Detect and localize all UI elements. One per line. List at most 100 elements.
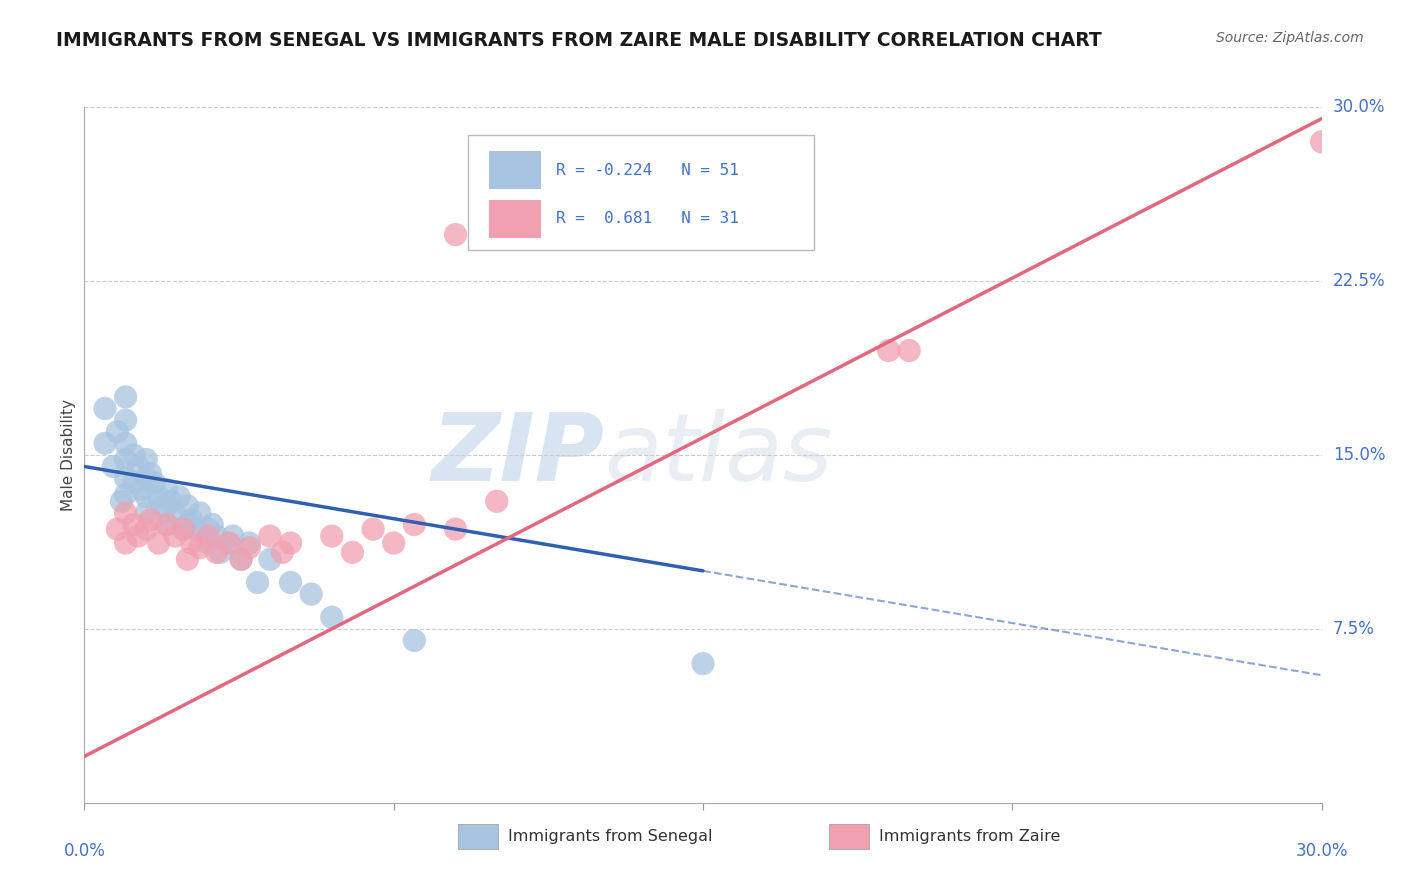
Point bbox=[156, 517, 179, 532]
Text: 22.5%: 22.5% bbox=[1333, 272, 1385, 290]
Point bbox=[197, 529, 219, 543]
Point bbox=[122, 448, 145, 462]
Point bbox=[197, 536, 219, 550]
Point bbox=[165, 529, 187, 543]
Point bbox=[143, 475, 166, 490]
Point bbox=[135, 471, 157, 485]
Point bbox=[1310, 135, 1333, 149]
Point bbox=[238, 536, 260, 550]
Text: ZIP: ZIP bbox=[432, 409, 605, 501]
Point bbox=[271, 545, 294, 559]
Point bbox=[877, 343, 900, 358]
Point bbox=[156, 517, 179, 532]
Point bbox=[114, 436, 136, 450]
Text: Immigrants from Zaire: Immigrants from Zaire bbox=[879, 829, 1060, 844]
Point bbox=[135, 506, 157, 520]
Point bbox=[131, 483, 153, 497]
Point bbox=[167, 490, 190, 504]
Text: 30.0%: 30.0% bbox=[1333, 98, 1385, 116]
Text: R =  0.681   N = 31: R = 0.681 N = 31 bbox=[555, 211, 738, 227]
Point bbox=[114, 487, 136, 501]
Point bbox=[139, 513, 162, 527]
Point bbox=[176, 552, 198, 566]
Point bbox=[165, 506, 187, 520]
Point bbox=[898, 343, 921, 358]
Text: 0.0%: 0.0% bbox=[63, 842, 105, 860]
Point bbox=[152, 499, 174, 513]
Point bbox=[160, 494, 183, 508]
Point bbox=[299, 587, 322, 601]
Point bbox=[259, 552, 281, 566]
Point bbox=[404, 517, 426, 532]
Point bbox=[180, 513, 202, 527]
Point bbox=[246, 575, 269, 590]
Point bbox=[238, 541, 260, 555]
Point bbox=[444, 522, 467, 536]
Point bbox=[135, 522, 157, 536]
Point bbox=[205, 529, 228, 543]
Point bbox=[172, 522, 194, 536]
Point bbox=[105, 425, 128, 439]
Y-axis label: Male Disability: Male Disability bbox=[60, 399, 76, 511]
Point bbox=[176, 517, 198, 532]
Point bbox=[114, 390, 136, 404]
Point bbox=[280, 536, 302, 550]
Text: IMMIGRANTS FROM SENEGAL VS IMMIGRANTS FROM ZAIRE MALE DISABILITY CORRELATION CHA: IMMIGRANTS FROM SENEGAL VS IMMIGRANTS FR… bbox=[56, 31, 1102, 50]
Point bbox=[114, 452, 136, 467]
Point bbox=[218, 536, 240, 550]
Point bbox=[122, 517, 145, 532]
Point bbox=[361, 522, 384, 536]
Text: 7.5%: 7.5% bbox=[1333, 620, 1375, 638]
FancyBboxPatch shape bbox=[458, 823, 498, 848]
Point bbox=[321, 610, 343, 624]
Text: R = -0.224   N = 51: R = -0.224 N = 51 bbox=[555, 162, 738, 178]
Point bbox=[404, 633, 426, 648]
Point bbox=[127, 529, 149, 543]
Point bbox=[148, 536, 170, 550]
Point bbox=[222, 529, 245, 543]
Point bbox=[103, 459, 125, 474]
Point bbox=[205, 545, 228, 559]
Point bbox=[280, 575, 302, 590]
Point bbox=[184, 522, 207, 536]
Point bbox=[197, 522, 219, 536]
Point bbox=[444, 227, 467, 242]
Point bbox=[110, 494, 132, 508]
Point bbox=[135, 490, 157, 504]
Point bbox=[156, 499, 179, 513]
FancyBboxPatch shape bbox=[489, 200, 541, 238]
Point bbox=[201, 517, 224, 532]
Point bbox=[382, 536, 405, 550]
Point bbox=[105, 522, 128, 536]
Point bbox=[94, 401, 117, 416]
Point bbox=[172, 522, 194, 536]
Point bbox=[485, 494, 508, 508]
Point bbox=[188, 541, 211, 555]
FancyBboxPatch shape bbox=[468, 135, 814, 250]
FancyBboxPatch shape bbox=[489, 151, 541, 189]
Point bbox=[122, 475, 145, 490]
Point bbox=[218, 536, 240, 550]
Text: Source: ZipAtlas.com: Source: ZipAtlas.com bbox=[1216, 31, 1364, 45]
Point bbox=[148, 490, 170, 504]
Point bbox=[135, 452, 157, 467]
Point bbox=[156, 483, 179, 497]
Point bbox=[127, 459, 149, 474]
Point bbox=[180, 536, 202, 550]
Point bbox=[114, 506, 136, 520]
Point bbox=[229, 552, 252, 566]
Text: 15.0%: 15.0% bbox=[1333, 446, 1385, 464]
Point bbox=[188, 506, 211, 520]
Point bbox=[692, 657, 714, 671]
Point bbox=[209, 545, 232, 559]
Text: atlas: atlas bbox=[605, 409, 832, 500]
Text: Immigrants from Senegal: Immigrants from Senegal bbox=[508, 829, 711, 844]
Point bbox=[321, 529, 343, 543]
Point bbox=[114, 536, 136, 550]
Point bbox=[114, 471, 136, 485]
Point bbox=[94, 436, 117, 450]
Point bbox=[342, 545, 364, 559]
Point bbox=[229, 552, 252, 566]
Point bbox=[139, 467, 162, 481]
Point bbox=[176, 499, 198, 513]
